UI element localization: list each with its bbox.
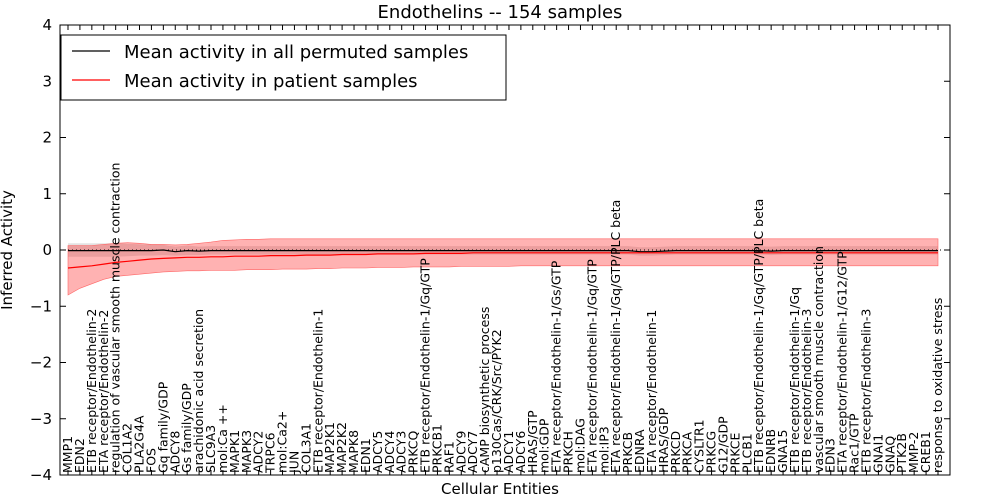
x-tick-label: PRKCB1 [430,424,445,473]
x-tick-label: RAF1 [441,441,456,473]
x-tick-label: EDN1 [358,438,373,473]
x-tick-label: GNA15 [775,430,790,474]
x-tick-label: ETA receptor/Endothelin-1/Gs/GTP [549,260,564,473]
x-tick-label: ADCY2 [251,431,266,473]
x-tick-label: Rac1/GTP [847,413,862,473]
x-tick-label: G12/GDP [716,416,731,473]
x-tick-label: EDNRB [763,429,778,473]
x-tick-label: GNAQ [882,436,897,473]
y-tick-label: 1 [42,185,52,203]
x-tick-label: MAP2K1 [322,422,337,473]
x-tick-label: ADCY7 [465,431,480,473]
x-tick-label: COL1A2 [120,423,135,473]
x-tick-label: MAPK8 [346,430,361,473]
x-tick-label: ADCY5 [370,431,385,473]
x-tick-label: ETA receptor/Endothelin-1 [644,310,659,473]
x-tick-label: ADCY9 [453,431,468,473]
x-tick-label: ETB receptor/Endothelin-1/Gq [787,287,802,473]
series-lines [67,249,938,269]
x-tick-label: ADCY6 [513,431,528,473]
x-tick-label: MAPK3 [239,430,254,473]
x-tick-label: ETB receptor/Endothelin-1 [310,309,325,473]
x-tick-label: regulation of vascular smooth muscle con… [108,163,123,473]
x-tick-label: ADCY8 [167,431,182,473]
legend-label-permuted: Mean activity in all permuted samples [124,42,468,63]
x-tick-label: PRKCA [680,432,695,473]
x-tick-label: Gs family/GDP [179,383,194,473]
x-tick-label: ETA receptor/Endothelin-2 [96,310,111,473]
x-tick-label: PLA2G4A [132,415,147,473]
y-axis: 4 3 2 1 0 −1 −2 −3 −4 [30,16,950,484]
x-tick-label: ETA receptor/Endothelin-1/G12/GTP [835,251,850,473]
x-tick-label: cAMP biosynthetic process [477,307,492,473]
legend-label-patient: Mean activity in patient samples [124,71,418,92]
y-tick-label: −3 [30,410,52,428]
x-tick-label: CYSLTR1 [692,419,707,473]
x-tick-label: mol:Ca2+ [275,411,290,473]
x-tick-label: ADCY4 [382,431,397,473]
x-tick-label: arachidonic acid secretion [191,309,206,473]
x-tick-label: response to oxidative stress [930,298,945,473]
x-tick-label: COL3A1 [298,423,313,473]
plot-frame [59,24,951,476]
y-axis-label: Inferred Activity [0,190,16,310]
x-tick-label: ETB receptor/Endothelin-1/Gq/GTP/PLC bet… [751,199,766,473]
x-tick-label: GNAI1 [870,434,885,473]
x-tick-label: EDNRA [632,429,647,473]
x-tick-label: PRKCG [704,431,719,473]
legend-box [60,34,507,101]
y-tick-label: −2 [30,354,52,372]
x-tick-label: PRKCH [561,431,576,473]
x-tick-label: mol:Ca ++ [215,404,230,473]
x-tick-label: HRAS/GDP [656,407,671,473]
legend: Mean activity in all permuted samples Me… [60,34,507,101]
x-tick-label: PRKCE [727,433,742,473]
x-tick-label: mol:IP3 [596,426,611,473]
x-tick-label: ETA receptor/Endothelin-1/Gq/GTP/PLC bet… [608,200,623,473]
x-tick-label: FOS [143,448,158,473]
x-tick-label: MAPK1 [227,430,242,473]
x-tick-label: Gq family/GDP [155,381,170,473]
x-tick-label: PRKCB [620,432,635,473]
x-tick-label: SLC9A3 [203,425,218,473]
series-line-permuted [68,249,938,253]
y-tick-label: 2 [42,129,52,147]
x-tick-label: vascular smooth muscle contraction [811,246,826,473]
y-tick-label: −4 [30,466,52,484]
x-tick-label: TRPC6 [263,432,278,474]
x-tick-label: mol:DAG [573,418,588,473]
x-tick-label: EDN2 [72,438,87,473]
y-tick-label: 3 [42,72,52,90]
x-tick-label: mol:GDP [537,418,552,473]
x-tick-label: PTK2B [894,433,909,473]
x-tick-label: ADCY3 [394,431,409,473]
x-tick-label: ADCY1 [501,431,516,473]
x-tick-label: PRKCQ [406,431,421,473]
x-tick-label: EDN3 [823,438,838,473]
x-tick-label: MMP1 [60,436,75,473]
x-tick-label: ETB receptor/Endothelin-2 [84,309,99,473]
x-tick-label: PRKCD [668,431,683,473]
x-tick-label: CREB1 [918,431,933,473]
x-tick-label: MAP2K2 [334,422,349,473]
x-tick-label: ETA receptor/Endothelin-1/Gq/GTP [584,259,599,473]
x-tick-label: MMP-2 [906,432,921,473]
x-tick-label: ETB receptor/Endothelin-3 [799,309,814,473]
series-line-patient [67,252,938,269]
x-axis-ticks [67,25,939,475]
y-tick-label: 4 [42,16,52,34]
chart-title: Endothelins -- 154 samples [378,2,623,23]
x-tick-label: PLCB1 [739,433,754,473]
x-axis-label: Cellular Entities [441,480,559,498]
y-tick-label: −1 [30,297,52,315]
x-tick-label: ETB receptor/Endothelin-3 [859,309,874,473]
y-tick-label: 0 [42,241,52,259]
x-tick-label: JUN [286,451,301,474]
x-tick-label: ETB receptor/Endothelin-1/Gq/GTP [418,258,433,473]
x-tick-label: HRAS/GTP [525,410,540,473]
x-tick-label: p130Cas/CRK/Src/PYK2 [489,329,504,473]
